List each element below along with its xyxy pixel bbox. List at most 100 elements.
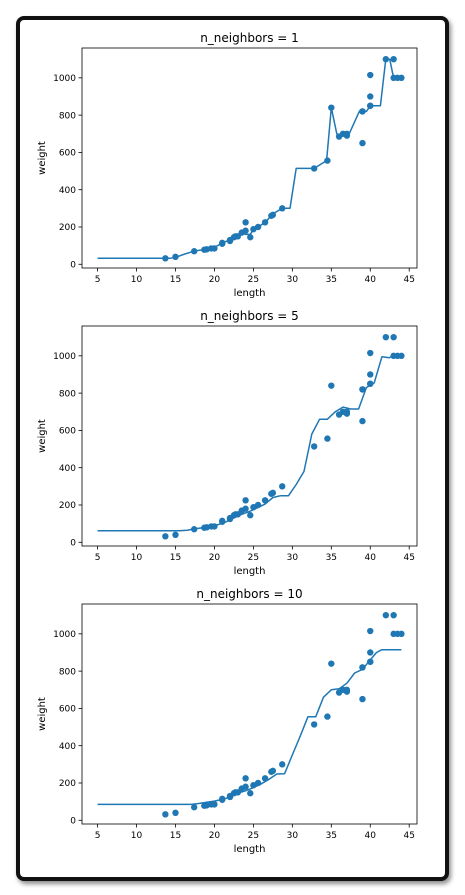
y-axis-label: weight [37,697,48,731]
y-tick-label: 800 [59,389,76,399]
data-point [328,660,335,667]
x-tick-label: 15 [170,275,181,285]
data-point [359,695,366,703]
y-tick-label: 0 [70,538,76,548]
data-point [279,761,286,768]
data-point [190,804,198,811]
x-axis-label: length [234,288,266,299]
y-axis-label: weight [37,419,48,453]
x-tick-label: 5 [95,553,101,563]
figure-frame [16,16,449,881]
axes-frame [81,325,418,547]
data-point [242,783,249,790]
y-tick-label: 0 [70,816,76,826]
chart-panel-2: n_neighbors = 5 5 10 15 20 25 30 35 40 45 0 200 400 6… [37,309,418,577]
data-point [269,489,277,497]
prediction-line [97,648,402,806]
data-point [367,93,374,100]
y-tick-label: 1000 [53,630,76,640]
x-tick-label: 5 [95,831,101,841]
y-tick-label: 200 [59,779,76,789]
data-point [279,483,286,490]
x-tick-label: 10 [131,831,143,841]
plot-area [97,611,405,818]
x-tick-label: 20 [209,553,221,563]
x-tick-label: 45 [403,831,414,841]
x-tick-label: 40 [365,275,377,285]
data-point [367,649,374,656]
plot-area [97,55,405,262]
data-point [359,417,366,425]
data-point [390,611,397,619]
data-point [247,512,254,519]
data-point [310,443,318,450]
data-point [367,371,374,378]
data-point [324,157,331,164]
chart-title: n_neighbors = 10 [196,587,302,601]
data-point [367,658,374,665]
data-point [343,410,351,417]
x-tick-label: 40 [365,831,377,841]
x-tick-label: 25 [248,553,259,563]
x-tick-label: 45 [403,275,414,285]
y-tick-label: 400 [59,464,76,474]
y-tick-label: 1000 [53,74,76,84]
plot-area [97,333,405,540]
x-tick-label: 35 [326,275,337,285]
data-point [242,227,249,234]
x-tick-label: 10 [131,275,143,285]
chart-title: n_neighbors = 5 [200,309,299,323]
x-tick-label: 25 [248,275,259,285]
data-point [359,664,366,671]
data-point [324,713,331,720]
data-point [269,767,277,775]
data-point [242,775,249,782]
x-tick-label: 35 [326,553,337,563]
y-tick-label: 400 [59,742,76,752]
x-axis-label: length [234,566,266,577]
x-tick-label: 30 [287,553,299,563]
y-tick-label: 200 [59,223,76,233]
y-tick-label: 600 [59,705,76,715]
data-point [398,630,405,638]
data-point [367,627,374,635]
x-tick-label: 40 [365,553,377,563]
data-point [172,809,179,817]
y-tick-label: 400 [59,186,76,196]
x-tick-label: 35 [326,831,337,841]
x-tick-label: 5 [95,275,101,285]
data-point [211,801,218,808]
data-point [247,234,254,241]
x-tick-label: 30 [287,831,299,841]
data-point [367,349,374,357]
data-point [247,790,254,797]
x-tick-label: 20 [209,831,221,841]
data-point [359,139,366,147]
y-tick-label: 1000 [53,352,76,362]
x-axis-label: length [234,844,266,855]
y-axis-label: weight [37,141,48,175]
data-point [367,71,374,79]
y-tick-label: 600 [59,149,76,159]
data-point [242,497,249,504]
x-tick-label: 30 [287,275,299,285]
data-point [162,533,169,540]
data-point [398,74,405,82]
chart-panel-1: n_neighbors = 1 5 10 15 20 25 30 35 40 45 0 200 400 6… [37,31,418,299]
axes-frame [81,603,418,825]
axes-frame [81,47,418,269]
data-point [390,333,397,341]
data-point [398,352,405,360]
data-point [328,382,335,389]
y-tick-label: 800 [59,667,76,677]
prediction-line [97,58,402,260]
data-point [310,721,318,728]
data-point [242,505,249,512]
chart-title: n_neighbors = 1 [200,31,299,45]
data-point [382,611,390,619]
y-tick-label: 0 [70,260,76,270]
data-point [242,219,249,226]
x-tick-label: 10 [131,553,143,563]
chart-panel-3: n_neighbors = 10 5 10 15 20 25 30 35 40 45 0 200 400… [37,587,418,855]
